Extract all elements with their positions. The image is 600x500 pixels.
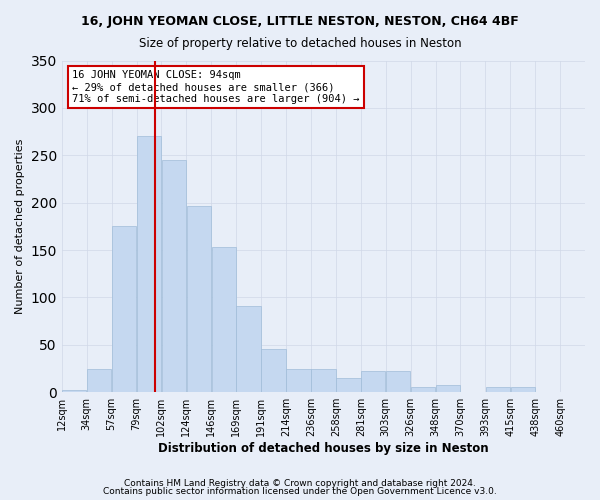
Bar <box>436 384 460 392</box>
Text: Size of property relative to detached houses in Neston: Size of property relative to detached ho… <box>139 38 461 51</box>
Y-axis label: Number of detached properties: Number of detached properties <box>15 138 25 314</box>
Bar <box>311 368 335 392</box>
Bar <box>236 306 261 392</box>
Bar <box>411 388 435 392</box>
Bar <box>161 160 186 392</box>
Bar <box>361 372 385 392</box>
Text: Contains public sector information licensed under the Open Government Licence v3: Contains public sector information licen… <box>103 487 497 496</box>
Text: 16 JOHN YEOMAN CLOSE: 94sqm
← 29% of detached houses are smaller (366)
71% of se: 16 JOHN YEOMAN CLOSE: 94sqm ← 29% of det… <box>72 70 360 104</box>
X-axis label: Distribution of detached houses by size in Neston: Distribution of detached houses by size … <box>158 442 489 455</box>
Bar <box>87 368 112 392</box>
Bar <box>386 372 410 392</box>
Bar <box>511 388 535 392</box>
Bar <box>187 206 211 392</box>
Text: Contains HM Land Registry data © Crown copyright and database right 2024.: Contains HM Land Registry data © Crown c… <box>124 478 476 488</box>
Bar <box>212 247 236 392</box>
Bar <box>485 388 510 392</box>
Bar <box>137 136 161 392</box>
Text: 16, JOHN YEOMAN CLOSE, LITTLE NESTON, NESTON, CH64 4BF: 16, JOHN YEOMAN CLOSE, LITTLE NESTON, NE… <box>81 15 519 28</box>
Bar <box>112 226 136 392</box>
Bar <box>62 390 86 392</box>
Bar <box>336 378 361 392</box>
Bar <box>262 348 286 392</box>
Bar <box>286 368 311 392</box>
